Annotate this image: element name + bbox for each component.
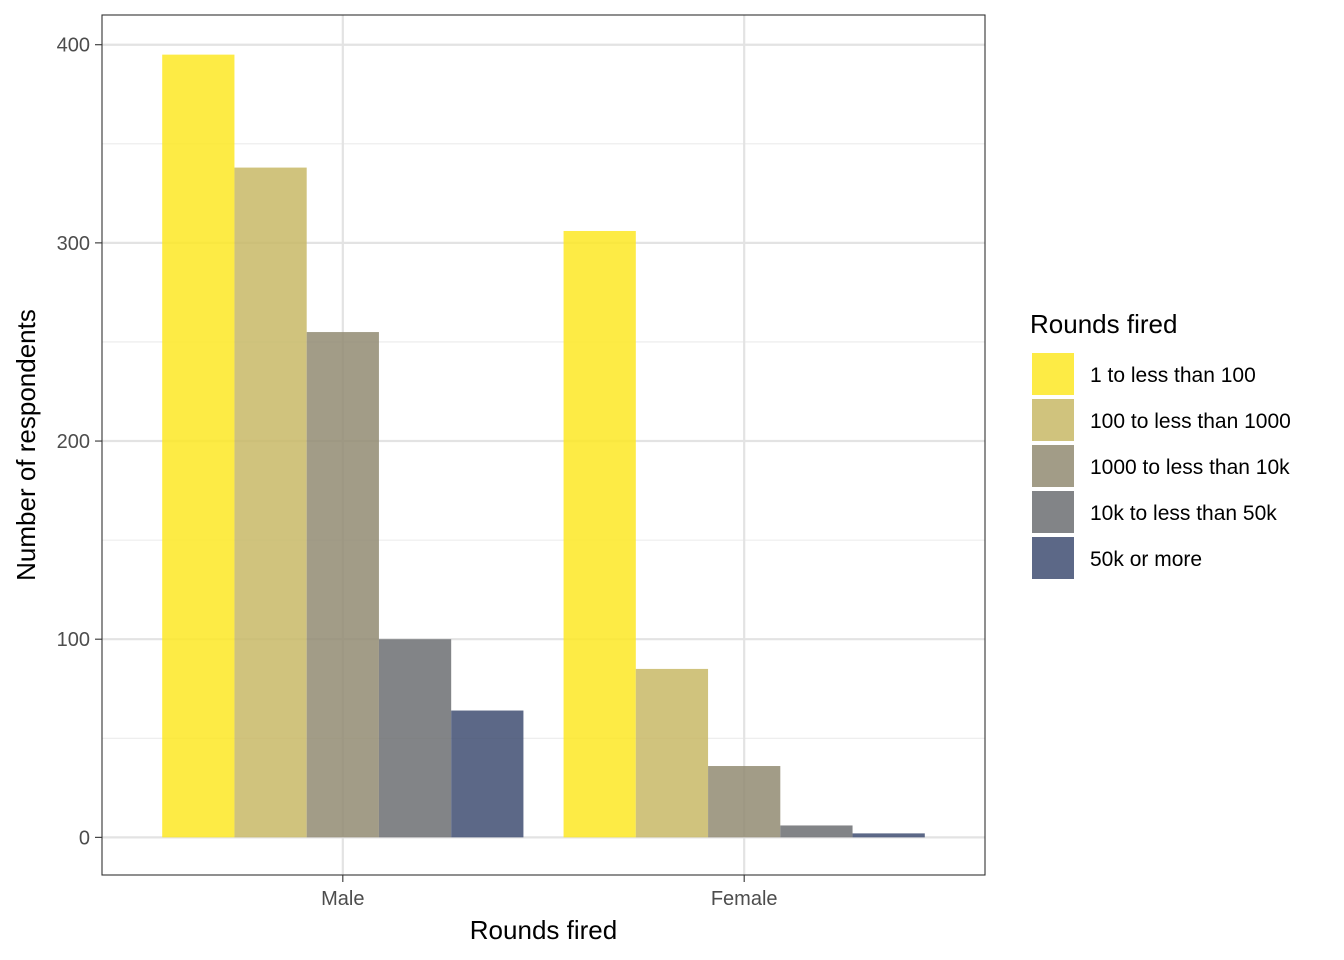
legend-item: 1000 to less than 10k <box>1032 445 1290 487</box>
legend-label: 1 to less than 100 <box>1090 364 1256 387</box>
bar <box>306 332 379 838</box>
legend-label: 10k to less than 50k <box>1090 502 1277 525</box>
x-axis: Male Female <box>321 875 778 910</box>
legend-swatch <box>1032 399 1074 441</box>
legend-label: 50k or more <box>1090 548 1202 571</box>
bar <box>451 710 524 838</box>
bar <box>780 825 853 838</box>
legend-item: 50k or more <box>1032 537 1202 579</box>
legend-label: 100 to less than 1000 <box>1090 410 1291 433</box>
x-tick-label: Male <box>321 888 364 910</box>
bar <box>852 833 925 838</box>
legend-label: 1000 to less than 10k <box>1090 456 1290 479</box>
legend-item: 10k to less than 50k <box>1032 491 1277 533</box>
y-tick-label: 400 <box>57 35 90 57</box>
legend-item: 100 to less than 1000 <box>1032 399 1291 441</box>
legend: Rounds fired 1 to less than 100 100 to le… <box>1030 309 1291 579</box>
y-tick-label: 200 <box>57 431 90 453</box>
y-tick-label: 300 <box>57 233 90 255</box>
bar <box>563 230 636 838</box>
legend-swatch <box>1032 537 1074 579</box>
legend-swatch <box>1032 353 1074 395</box>
y-tick-label: 0 <box>79 827 90 849</box>
y-axis-title: Number of respondents <box>11 309 41 581</box>
bar <box>708 766 781 838</box>
panel-border <box>101 14 986 876</box>
y-tick-label: 100 <box>57 629 90 651</box>
bars <box>162 54 925 838</box>
legend-item: 1 to less than 100 <box>1032 353 1256 395</box>
legend-swatch <box>1032 445 1074 487</box>
legend-items: 1 to less than 100 100 to less than 1000 1… <box>1032 353 1291 579</box>
bar <box>162 54 235 838</box>
bar <box>378 639 452 838</box>
legend-swatch <box>1032 491 1074 533</box>
y-axis: 0 100 200 300 400 <box>57 35 102 849</box>
x-tick-label: Female <box>711 888 778 910</box>
bar <box>234 167 307 838</box>
legend-title: Rounds fired <box>1030 309 1177 339</box>
bar <box>635 668 709 838</box>
x-axis-title: Rounds fired <box>470 915 617 945</box>
